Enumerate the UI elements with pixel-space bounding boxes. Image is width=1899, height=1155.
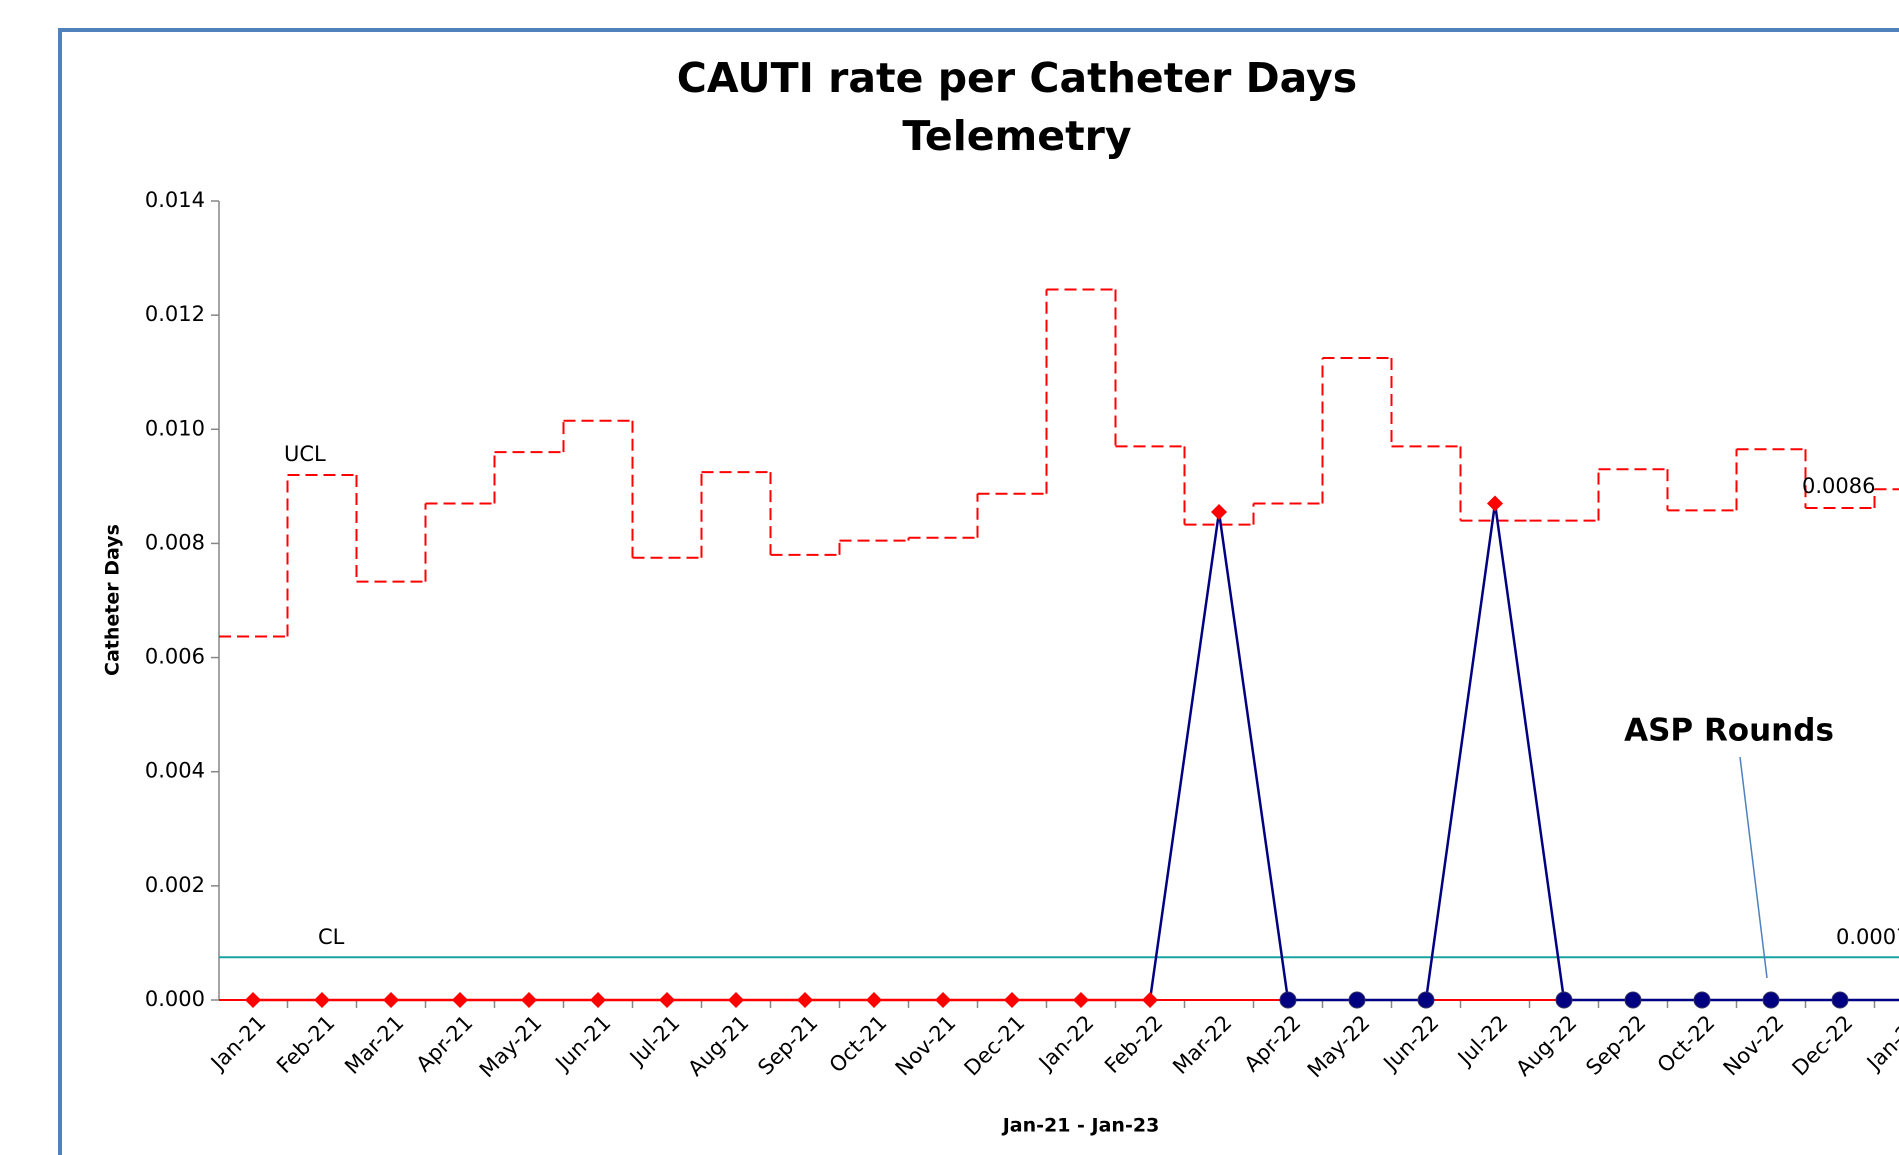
- y-tick-label: 0.010: [145, 416, 205, 440]
- data-point: [1004, 992, 1020, 1008]
- data-point: [728, 992, 744, 1008]
- data-point: [1624, 991, 1642, 1009]
- data-point: [1831, 991, 1849, 1009]
- data-point: [1211, 504, 1227, 521]
- data-point: [452, 992, 468, 1008]
- line-label: CL: [318, 925, 345, 949]
- data-point: [935, 992, 951, 1008]
- data-point: [1142, 992, 1158, 1008]
- y-tick-label: 0.012: [145, 302, 205, 326]
- data-point: [659, 992, 675, 1008]
- data-point: [314, 992, 330, 1008]
- x-axis-title: Jan-21 - Jan-23: [1001, 1115, 1160, 1137]
- y-tick-label: 0.000: [145, 987, 205, 1011]
- y-tick-label: 0.008: [145, 530, 205, 554]
- y-axis-title: Catheter Days: [102, 524, 124, 676]
- chart-frame: [58, 28, 1899, 1155]
- y-tick-label: 0.004: [145, 759, 205, 783]
- data-point: [245, 992, 261, 1008]
- data-point: [383, 992, 399, 1008]
- data-point: [866, 992, 882, 1008]
- y-tick-label: 0.014: [145, 188, 205, 212]
- annotation-pointer: [1739, 756, 1768, 979]
- data-point: [1762, 991, 1780, 1009]
- data-point: [1348, 991, 1366, 1009]
- data-point: [1487, 495, 1503, 512]
- annotation: ASP Rounds: [1624, 713, 1834, 749]
- data-line: [1148, 503, 1899, 1002]
- y-tick-label: 0.002: [145, 873, 205, 897]
- data-point: [1417, 991, 1435, 1009]
- data-point: [1555, 991, 1573, 1009]
- line-label: 0.0086: [1802, 474, 1875, 498]
- data-point: [797, 992, 813, 1008]
- data-point: [1693, 991, 1711, 1009]
- chart-subtitle: Telemetry: [902, 112, 1131, 160]
- chart-title: CAUTI rate per Catheter Days: [677, 54, 1357, 102]
- data-point: [521, 992, 537, 1008]
- data-point: [1073, 992, 1089, 1008]
- line-label: 0.0007: [1836, 925, 1899, 949]
- data-point: [590, 992, 606, 1008]
- data-point: [1279, 991, 1297, 1009]
- line-label: UCL: [284, 442, 326, 466]
- y-tick-label: 0.006: [145, 645, 205, 669]
